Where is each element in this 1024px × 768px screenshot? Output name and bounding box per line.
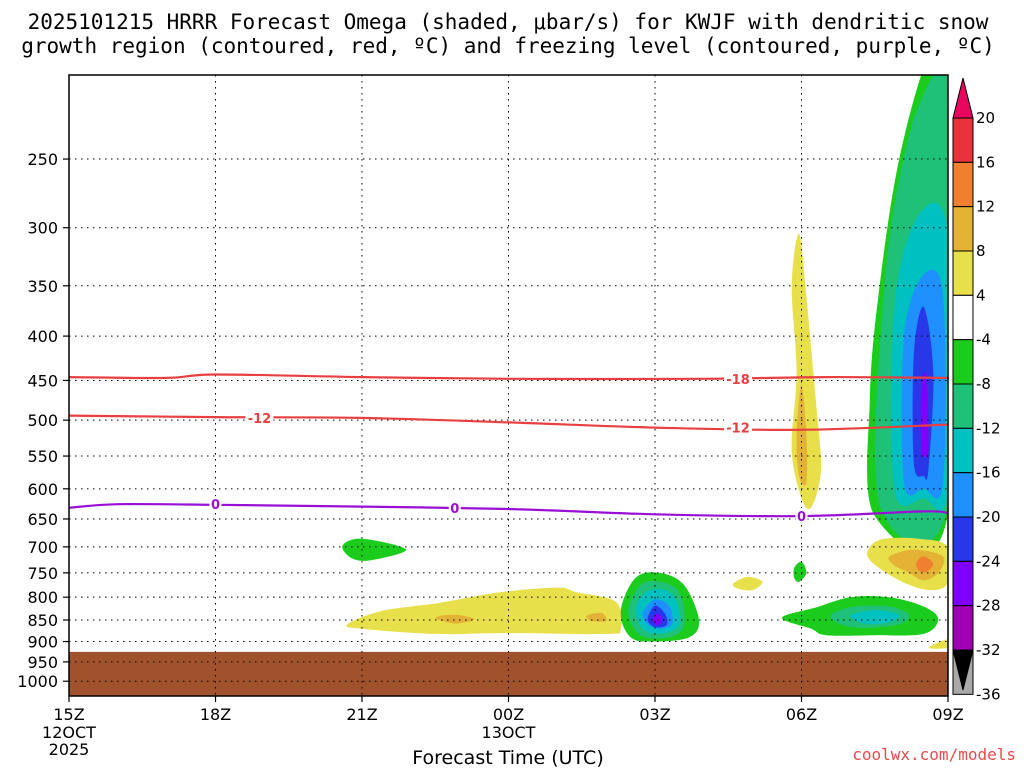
x-date-label-12OCT: 12OCT xyxy=(42,723,96,742)
contour-label-bg-4 xyxy=(448,499,461,515)
colorbar-bottom-arrow xyxy=(952,649,974,691)
contour-label-1: -12 xyxy=(248,412,272,427)
colorbar-top-arrow xyxy=(952,77,974,119)
colorbar-bin-12 xyxy=(952,605,974,651)
colorbar-level-13: -36 xyxy=(976,685,1001,703)
y-axis-ticks: 250 300 350 400 450 500 550 600 650 700 750 800 850 9… xyxy=(17,150,69,691)
y-tick-label-600: 600 xyxy=(27,480,58,499)
colorbar-bin-9 xyxy=(952,472,974,518)
colorbar-level-12: -32 xyxy=(976,641,1001,659)
colorbar-level-0: 20 xyxy=(976,109,995,127)
y-tick-label-650: 650 xyxy=(27,510,58,529)
x-date-label-2025: 2025 xyxy=(49,740,90,759)
y-tick-label-300: 300 xyxy=(27,219,58,238)
x-tick-label-15Z: 15Z xyxy=(53,705,84,724)
x-axis-label: Forecast Time (UTC) xyxy=(412,747,603,768)
isotherm-contours xyxy=(69,373,948,518)
x-tick-label-21Z: 21Z xyxy=(346,705,377,724)
y-tick-label-550: 550 xyxy=(27,447,58,466)
colorbar-bin-7 xyxy=(952,383,974,429)
colorbar-level-8: -16 xyxy=(976,464,1001,482)
colorbar-level-4: 4 xyxy=(976,286,986,304)
y-tick-label-750: 750 xyxy=(27,564,58,583)
y-tick-label-950: 950 xyxy=(27,653,58,672)
contour-label-5: 0 xyxy=(797,510,806,525)
y-tick-label-350: 350 xyxy=(27,277,58,296)
contour-0 xyxy=(69,373,948,381)
colorbar-level-11: -28 xyxy=(976,597,1001,615)
colorbar-level-9: -20 xyxy=(976,508,1001,526)
omega-region-8 xyxy=(342,538,407,561)
y-tick-label-500: 500 xyxy=(27,411,58,430)
x-tick-label-00Z: 00Z xyxy=(493,705,524,724)
x-tick-label-18Z: 18Z xyxy=(200,705,231,724)
contour-1 xyxy=(69,414,948,431)
colorbar-bin-8 xyxy=(952,427,974,474)
contour-label-bg-3 xyxy=(209,496,222,512)
x-date-label-13OCT: 13OCT xyxy=(482,723,536,742)
y-tick-label-1000: 1000 xyxy=(17,672,58,691)
colorbar-level-3: 8 xyxy=(976,242,986,260)
contour-labels: -18 -12 -12 0 0 0 xyxy=(209,370,808,525)
y-tick-label-850: 850 xyxy=(27,611,58,630)
omega-region-5 xyxy=(920,372,929,458)
y-tick-label-700: 700 xyxy=(27,538,58,557)
colorbar-bin-5 xyxy=(952,294,974,341)
colorbar-level-1: 16 xyxy=(976,153,995,171)
colorbar: 20 16 12 8 4 -4 -8 -12 -16 -20 -24 -28 -32 -36 xyxy=(952,77,1001,703)
colorbar-bin-6 xyxy=(952,339,974,385)
chart-title-line-1: 2025101215 HRRR Forecast Omega (shaded, … xyxy=(28,10,989,34)
colorbar-bin-10 xyxy=(952,516,974,562)
omega-region-9 xyxy=(346,587,622,635)
omega-shading xyxy=(342,75,948,649)
omega-region-12 xyxy=(732,576,763,591)
omega-region-26 xyxy=(928,639,948,649)
credit-text: coolwx.com/models xyxy=(852,745,1016,764)
below-ground-mask xyxy=(69,651,948,696)
x-tick-label-06Z: 06Z xyxy=(786,705,817,724)
y-tick-label-800: 800 xyxy=(27,588,58,607)
colorbar-bin-1 xyxy=(952,117,974,163)
contour-label-bg-5 xyxy=(795,508,808,524)
omega-region-25 xyxy=(850,610,900,625)
omega-region-10 xyxy=(435,614,475,624)
colorbar-bin-3 xyxy=(952,206,974,252)
colorbar-level-2: 12 xyxy=(976,198,995,216)
omega-region-22 xyxy=(916,556,934,573)
colorbar-level-10: -24 xyxy=(976,552,1001,570)
omega-region-19 xyxy=(793,561,807,582)
colorbar-level-7: -12 xyxy=(976,419,1001,437)
contour-label-3: 0 xyxy=(211,498,220,513)
omega-region-11 xyxy=(586,612,607,622)
contour-label-bg-1 xyxy=(245,409,274,425)
y-tick-label-900: 900 xyxy=(27,633,58,652)
chart-title-line-2: growth region (contoured, red, ºC) and f… xyxy=(21,34,995,58)
colorbar-level-6: -8 xyxy=(976,375,991,393)
y-tick-label-400: 400 xyxy=(27,327,58,346)
colorbar-level-5: -4 xyxy=(976,331,991,349)
y-tick-label-450: 450 xyxy=(27,371,58,390)
contour-label-bg-2 xyxy=(724,419,753,435)
contour-label-4: 0 xyxy=(450,502,459,517)
contour-label-2: -12 xyxy=(726,422,750,437)
contour-2 xyxy=(69,502,948,518)
x-tick-label-09Z: 09Z xyxy=(932,705,963,724)
colorbar-bin-2 xyxy=(952,161,974,208)
x-tick-label-03Z: 03Z xyxy=(639,705,670,724)
colorbar-bin-11 xyxy=(952,560,974,607)
contour-label-0: -18 xyxy=(726,373,750,388)
colorbar-bin-4 xyxy=(952,250,974,296)
y-tick-label-250: 250 xyxy=(27,150,58,169)
contour-label-bg-0 xyxy=(724,370,753,386)
